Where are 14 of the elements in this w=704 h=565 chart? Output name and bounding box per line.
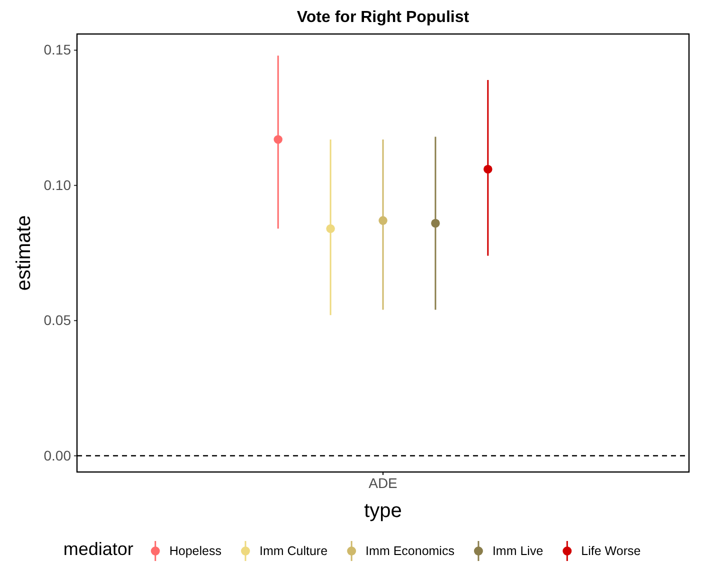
legend-label: Imm Live bbox=[492, 544, 544, 558]
y-tick-label: 0.05 bbox=[44, 312, 72, 328]
y-tick-label: 0.15 bbox=[44, 42, 72, 58]
legend-label: Imm Culture bbox=[259, 544, 328, 558]
legend-label: Life Worse bbox=[581, 544, 641, 558]
x-axis-title: type bbox=[364, 500, 402, 522]
x-tick-label: ADE bbox=[368, 474, 398, 491]
legend-title: mediator bbox=[63, 539, 134, 559]
chart-title: Vote for Right Populist bbox=[296, 9, 470, 26]
legend-label: Hopeless bbox=[169, 544, 222, 558]
y-tick-label: 0.00 bbox=[44, 447, 72, 464]
y-axis-title: estimate bbox=[13, 215, 35, 291]
y-tick-label: 0.10 bbox=[44, 176, 72, 193]
legend-label: Imm Economics bbox=[366, 544, 454, 558]
